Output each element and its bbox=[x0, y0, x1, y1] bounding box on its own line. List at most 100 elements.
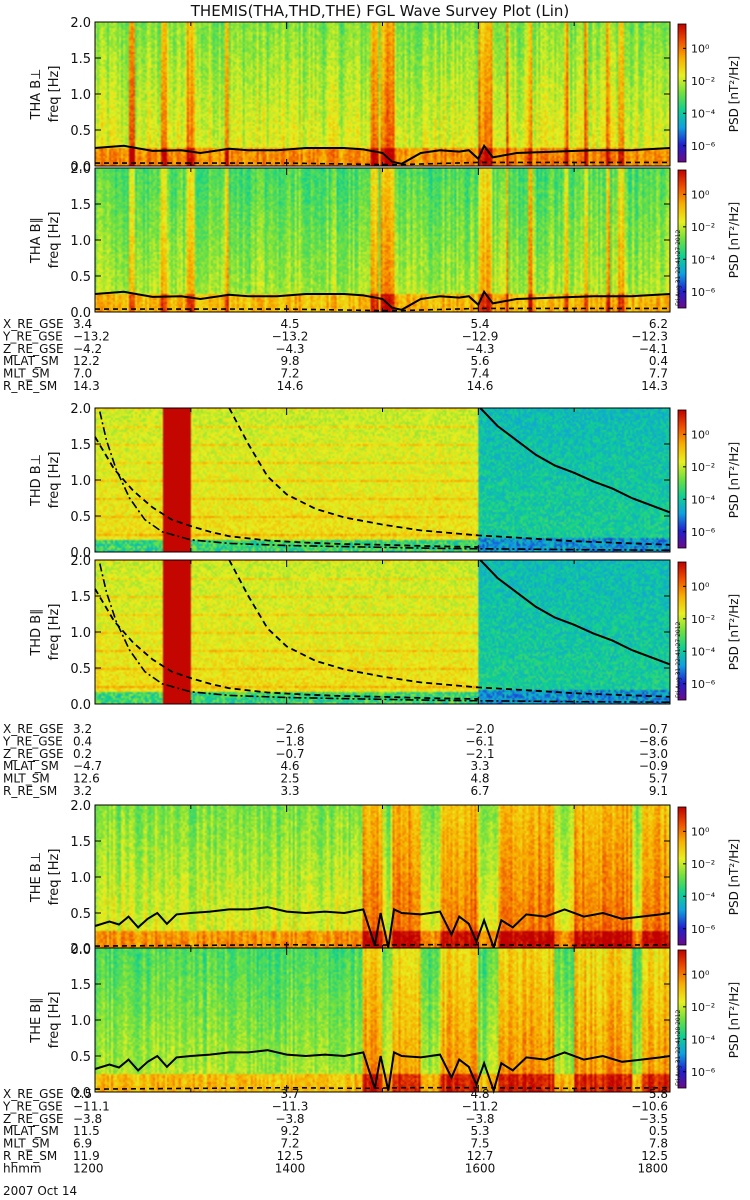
ephemeris-value: 0.4 bbox=[73, 734, 92, 748]
ephemeris-value: 4.8 bbox=[470, 772, 489, 786]
colorbar-tick-label: 10⁻⁶ bbox=[691, 923, 716, 936]
spectrogram-image bbox=[95, 948, 670, 1092]
y-tick-label: 1.5 bbox=[70, 978, 91, 993]
ephemeris-value: 5.8 bbox=[649, 1087, 668, 1101]
ephemeris-row-label: R_RE_SM bbox=[3, 784, 57, 798]
spectrogram-image bbox=[95, 408, 670, 552]
ephemeris-value: −13.2 bbox=[73, 329, 110, 343]
colorbar bbox=[677, 806, 687, 946]
ephemeris-value: −11.1 bbox=[73, 1099, 110, 1113]
ephemeris-value: −1.8 bbox=[275, 734, 304, 748]
date-label: 2007 Oct 14 bbox=[3, 1184, 77, 1198]
spectrogram-image bbox=[95, 22, 670, 166]
colorbar-tick-label: 10⁰ bbox=[691, 825, 710, 838]
ephemeris-value: −13.2 bbox=[272, 329, 309, 343]
ephemeris-value: 1400 bbox=[275, 1161, 306, 1175]
y-tick-label: 2.0 bbox=[70, 554, 91, 569]
gyrofrequency-line bbox=[94, 289, 671, 311]
ephemeris-row-label: Z_RE_GSE bbox=[3, 342, 64, 356]
ephemeris-thd: X_RE_GSE 3.2 −2.6 −2.0 −0.7 Y_RE_GSE 0.4 −1.8 −6… bbox=[2, 722, 668, 798]
ephemeris-value: −4.2 bbox=[73, 342, 102, 356]
run-timestamp: Fri Aug 31 22:41:27 2012 bbox=[675, 621, 682, 698]
gyrofrequency-curve-dashed-2 bbox=[228, 559, 671, 698]
gyrofrequency-line bbox=[479, 407, 671, 514]
half-gyrofrequency-line bbox=[94, 943, 671, 947]
y-tick-label: 1.5 bbox=[70, 438, 91, 453]
gyrofrequency-line bbox=[94, 1049, 671, 1094]
colorbar-tick-label: 10⁰ bbox=[691, 42, 710, 55]
ephemeris-row-label: Y_RE_GSE bbox=[2, 734, 63, 748]
colorbar-tick-label: 10⁻² bbox=[691, 858, 715, 871]
ephemeris-value: 0.5 bbox=[649, 1124, 668, 1138]
y-tick-label: 0.0 bbox=[70, 943, 91, 958]
y-tick-label: 1.5 bbox=[70, 835, 91, 850]
ephemeris-row-label: Z_RE_GSE bbox=[3, 1112, 64, 1126]
ephemeris-value: 0.2 bbox=[73, 747, 92, 761]
ephemeris-value: 4.6 bbox=[280, 759, 299, 773]
ephemeris-value: 5.4 bbox=[470, 317, 489, 331]
run-timestamp: Fri Aug 31 22:41:28 2012 bbox=[675, 1009, 682, 1086]
colorbar-tick-label: 10⁻⁴ bbox=[691, 1033, 716, 1046]
ephemeris-row-label: R_RE_SM bbox=[3, 1149, 57, 1163]
y-tick-label: 1.5 bbox=[70, 590, 91, 605]
ephemeris-value: 11.5 bbox=[73, 1124, 100, 1138]
ephemeris-row-label: X_RE_GSE bbox=[3, 1087, 64, 1101]
freq-axis-label: freq [Hz] bbox=[47, 66, 62, 123]
colorbar-tick-label: 10⁻⁴ bbox=[691, 107, 716, 120]
y-tick-label: 1.5 bbox=[70, 198, 91, 213]
gyrofrequency-curve-dashed-2 bbox=[228, 407, 671, 546]
ephemeris-value: −3.0 bbox=[639, 747, 668, 761]
ephemeris-row-label: Y_RE_GSE bbox=[2, 1099, 63, 1113]
figure-title: THEMIS(THA,THD,THE) FGL Wave Survey Plot… bbox=[190, 2, 569, 20]
ephemeris-value: −0.9 bbox=[639, 759, 668, 773]
ephemeris-value: 7.2 bbox=[280, 1137, 299, 1151]
freq-axis-label: freq [Hz] bbox=[47, 849, 62, 906]
spectrogram-image bbox=[95, 560, 670, 704]
ephemeris-value: −3.8 bbox=[275, 1112, 304, 1126]
ephemeris-value: 12.2 bbox=[73, 354, 100, 368]
colorbar bbox=[677, 169, 687, 309]
ephemeris-value: 3.3 bbox=[280, 784, 299, 798]
ephemeris-value: −2.1 bbox=[465, 747, 494, 761]
ephemeris-row-label: MLAT_SM bbox=[3, 759, 59, 773]
y-tick-label: 1.0 bbox=[70, 88, 91, 103]
colorbar-tick-label: 10⁰ bbox=[691, 188, 710, 201]
ephemeris-value: 4.5 bbox=[280, 317, 299, 331]
ephemeris-value: 9.2 bbox=[280, 1124, 299, 1138]
panel-thd-perp: 0.0 0.5 1.0 1.5 2.0 THD B⊥ freq [Hz] 10⁰ 10⁻² 10⁻… bbox=[29, 402, 741, 561]
panel-label: THA B⊥ bbox=[29, 69, 44, 121]
y-tick-label: 0.5 bbox=[70, 1050, 91, 1065]
ephemeris-tha: X_RE_GSE 3.4 4.5 5.4 6.2 Y_RE_GSE −13.2 −13.2 −1… bbox=[2, 317, 668, 393]
ephemeris-value: 1800 bbox=[637, 1161, 668, 1175]
ephemeris-value: −6.1 bbox=[465, 734, 494, 748]
colorbar-tick-label: 10⁻² bbox=[691, 1001, 715, 1014]
y-tick-label: 0.0 bbox=[70, 546, 91, 561]
colorbar-tick-label: 10⁻⁶ bbox=[691, 678, 716, 691]
y-tick-label: 2.0 bbox=[70, 16, 91, 31]
colorbar-tick-label: 10⁰ bbox=[691, 580, 710, 593]
panel-label: THE B⊥ bbox=[29, 852, 44, 903]
ephemeris-value: 12.5 bbox=[641, 1149, 668, 1163]
colorbar-tick-label: 10⁰ bbox=[691, 428, 710, 441]
ephemeris-value: 3.3 bbox=[470, 759, 489, 773]
spectrogram-image bbox=[95, 168, 670, 312]
y-tick-label: 1.0 bbox=[70, 234, 91, 249]
ephemeris-value: −8.6 bbox=[639, 734, 668, 748]
ephemeris-value: 5.3 bbox=[470, 1124, 489, 1138]
gyrofrequency-line bbox=[479, 559, 671, 666]
ephemeris-value: 0.4 bbox=[649, 354, 668, 368]
colorbar-label: PSD [nT²/Hz] bbox=[727, 594, 741, 670]
y-tick-label: 0.0 bbox=[70, 306, 91, 321]
colorbar-label: PSD [nT²/Hz] bbox=[727, 839, 741, 915]
colorbar bbox=[677, 949, 687, 1089]
panel-label: THD B∥ bbox=[29, 608, 44, 656]
ephemeris-row-label: Y_RE_GSE bbox=[2, 329, 63, 343]
ephemeris-row-label: MLT_SM bbox=[3, 772, 50, 786]
ephemeris-value: 5.7 bbox=[649, 772, 668, 786]
half-gyrofrequency-line bbox=[94, 1086, 671, 1090]
colorbar-label: PSD [nT²/Hz] bbox=[727, 56, 741, 132]
panel-the-par: 0.0 0.5 1.0 1.5 2.0 THE B∥ freq [Hz] 10⁰ 10⁻² 10⁻… bbox=[29, 942, 741, 1101]
colorbar bbox=[677, 561, 687, 701]
